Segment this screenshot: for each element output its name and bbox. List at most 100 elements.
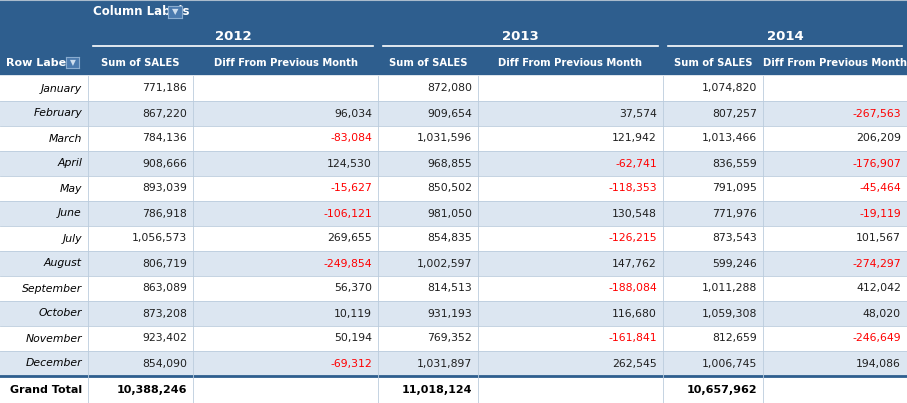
Text: 873,543: 873,543 <box>712 233 757 243</box>
Text: December: December <box>25 359 82 368</box>
Bar <box>0 301 907 326</box>
Text: 1,002,597: 1,002,597 <box>416 258 472 268</box>
Bar <box>0 76 907 101</box>
Text: 1,056,573: 1,056,573 <box>132 233 187 243</box>
Text: 786,918: 786,918 <box>142 208 187 218</box>
Bar <box>0 251 907 276</box>
Text: 1,011,288: 1,011,288 <box>702 283 757 293</box>
Text: 194,086: 194,086 <box>856 359 901 368</box>
Bar <box>0 201 907 226</box>
Bar <box>0 376 907 403</box>
Text: 872,080: 872,080 <box>427 83 472 93</box>
Text: 10,119: 10,119 <box>334 309 372 318</box>
Bar <box>0 326 907 351</box>
Bar <box>168 6 182 17</box>
Text: -45,464: -45,464 <box>859 183 901 193</box>
Text: 909,654: 909,654 <box>427 108 472 118</box>
Text: Grand Total: Grand Total <box>10 385 82 395</box>
Text: 807,257: 807,257 <box>712 108 757 118</box>
Text: 854,835: 854,835 <box>427 233 472 243</box>
Text: 968,855: 968,855 <box>427 158 472 168</box>
Text: 1,031,596: 1,031,596 <box>416 133 472 143</box>
Text: 908,666: 908,666 <box>142 158 187 168</box>
Text: April: April <box>57 158 82 168</box>
Text: -188,084: -188,084 <box>609 283 657 293</box>
Text: ▼: ▼ <box>171 7 179 16</box>
Text: 931,193: 931,193 <box>427 309 472 318</box>
Text: 1,059,308: 1,059,308 <box>702 309 757 318</box>
Text: 854,090: 854,090 <box>142 359 187 368</box>
Text: February: February <box>34 108 82 118</box>
Text: October: October <box>38 309 82 318</box>
Bar <box>0 0 907 23</box>
Text: 836,559: 836,559 <box>712 158 757 168</box>
Text: 56,370: 56,370 <box>334 283 372 293</box>
Text: -246,649: -246,649 <box>853 334 901 343</box>
Text: 121,942: 121,942 <box>612 133 657 143</box>
Text: 124,530: 124,530 <box>327 158 372 168</box>
Text: ▼: ▼ <box>70 58 75 67</box>
Text: 850,502: 850,502 <box>427 183 472 193</box>
Bar <box>0 151 907 176</box>
Bar <box>0 126 907 151</box>
Text: -176,907: -176,907 <box>853 158 901 168</box>
Text: 96,034: 96,034 <box>334 108 372 118</box>
Text: 812,659: 812,659 <box>712 334 757 343</box>
Text: Column Labels: Column Labels <box>93 5 190 18</box>
Text: -15,627: -15,627 <box>330 183 372 193</box>
Text: -249,854: -249,854 <box>324 258 372 268</box>
Text: May: May <box>60 183 82 193</box>
Bar <box>0 351 907 376</box>
Text: -19,119: -19,119 <box>859 208 901 218</box>
Text: 981,050: 981,050 <box>427 208 472 218</box>
Text: -267,563: -267,563 <box>853 108 901 118</box>
Text: 147,762: 147,762 <box>612 258 657 268</box>
Text: 1,031,897: 1,031,897 <box>416 359 472 368</box>
Text: 1,074,820: 1,074,820 <box>702 83 757 93</box>
Text: Sum of SALES: Sum of SALES <box>389 58 467 67</box>
Bar <box>66 56 79 67</box>
Text: -106,121: -106,121 <box>323 208 372 218</box>
Text: -126,215: -126,215 <box>609 233 657 243</box>
Text: March: March <box>49 133 82 143</box>
Text: 11,018,124: 11,018,124 <box>402 385 472 395</box>
Text: 2014: 2014 <box>766 29 804 42</box>
Text: Sum of SALES: Sum of SALES <box>674 58 752 67</box>
Bar <box>0 49 907 76</box>
Text: 130,548: 130,548 <box>612 208 657 218</box>
Text: August: August <box>44 258 82 268</box>
Text: -83,084: -83,084 <box>330 133 372 143</box>
Text: 806,719: 806,719 <box>142 258 187 268</box>
Text: January: January <box>41 83 82 93</box>
Text: Diff From Previous Month: Diff From Previous Month <box>213 58 357 67</box>
Text: 262,545: 262,545 <box>612 359 657 368</box>
Text: 771,976: 771,976 <box>712 208 757 218</box>
Bar <box>0 226 907 251</box>
Text: 814,513: 814,513 <box>427 283 472 293</box>
Text: -118,353: -118,353 <box>609 183 657 193</box>
Text: Diff From Previous Month: Diff From Previous Month <box>763 58 907 67</box>
Text: 784,136: 784,136 <box>142 133 187 143</box>
Text: 48,020: 48,020 <box>863 309 901 318</box>
Text: July: July <box>63 233 82 243</box>
Text: 867,220: 867,220 <box>142 108 187 118</box>
Text: Sum of SALES: Sum of SALES <box>102 58 180 67</box>
Text: 37,574: 37,574 <box>619 108 657 118</box>
Text: -161,841: -161,841 <box>609 334 657 343</box>
Text: 893,039: 893,039 <box>142 183 187 193</box>
Text: 10,657,962: 10,657,962 <box>687 385 757 395</box>
Text: June: June <box>58 208 82 218</box>
Text: -62,741: -62,741 <box>615 158 657 168</box>
Text: 101,567: 101,567 <box>856 233 901 243</box>
Bar <box>0 276 907 301</box>
Bar <box>0 23 907 49</box>
Text: 412,042: 412,042 <box>856 283 901 293</box>
Text: 10,388,246: 10,388,246 <box>116 385 187 395</box>
Text: Diff From Previous Month: Diff From Previous Month <box>499 58 642 67</box>
Text: 863,089: 863,089 <box>142 283 187 293</box>
Text: 269,655: 269,655 <box>327 233 372 243</box>
Text: -274,297: -274,297 <box>853 258 901 268</box>
Text: 923,402: 923,402 <box>142 334 187 343</box>
Text: 873,208: 873,208 <box>142 309 187 318</box>
Text: 1,013,466: 1,013,466 <box>702 133 757 143</box>
